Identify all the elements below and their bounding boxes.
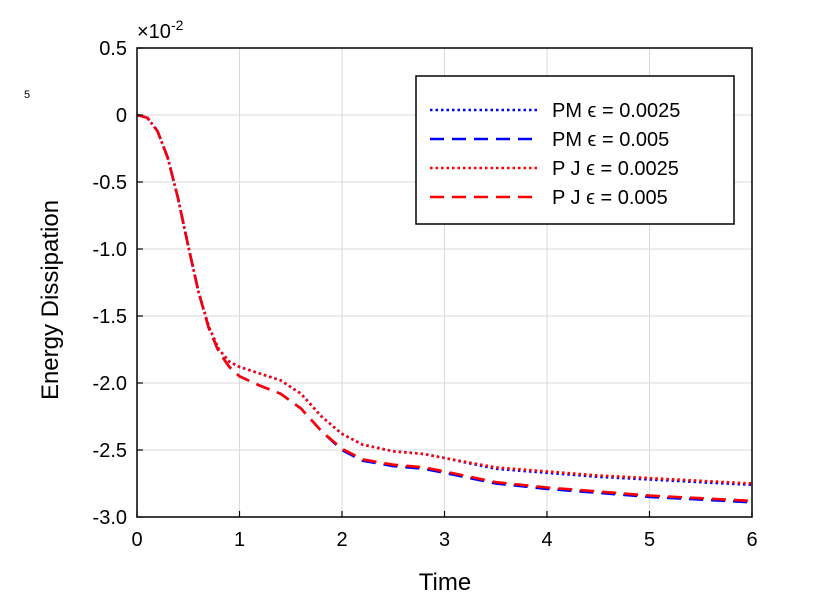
y-tick-label: 0.5 (99, 38, 127, 60)
y-tick-label: -3.0 (93, 507, 127, 529)
legend: PM ϵ = 0.0025 PM ϵ = 0.005 P J ϵ = 0.0025 P… (415, 75, 735, 225)
series-line (136, 113, 753, 503)
y-tick-label: -1.5 (93, 306, 127, 328)
y-tick-label: -1.0 (93, 239, 127, 261)
x-tick-label: 6 (746, 529, 757, 551)
legend-label: P J ϵ = 0.005 (552, 187, 668, 209)
x-tick-label: 5 (644, 529, 655, 551)
legend-label: PM ϵ = 0.005 (552, 129, 669, 151)
x-tick-label: 0 (131, 529, 142, 551)
series-line (136, 113, 753, 504)
y-tick-label: -2.5 (93, 440, 127, 462)
series-lines (136, 113, 753, 504)
y-axis-title: Energy Dissipation (37, 200, 64, 400)
x-tick-label: 3 (439, 529, 450, 551)
legend-label: P J ϵ = 0.0025 (552, 158, 679, 180)
x-tick-label: 2 (336, 529, 347, 551)
y-tick-label: -0.5 (93, 172, 127, 194)
y-tick-label: 0 (116, 105, 127, 127)
axis-ticks: 0 1 2 3 4 5 6 0.5 0 -0.5 -1.0 -1.5 -2.0 -2.5 -3.0 (93, 38, 758, 551)
y-axis-multiplier: ×10-2 (137, 17, 184, 43)
legend-box (415, 75, 735, 225)
x-tick-label: 4 (541, 529, 552, 551)
stray-label: 5 (24, 89, 30, 101)
x-tick-label: 1 (234, 529, 245, 551)
y-tick-label: -2.0 (93, 373, 127, 395)
series-line (136, 113, 753, 485)
x-axis-title: Time (419, 569, 471, 596)
legend-label: PM ϵ = 0.0025 (552, 100, 680, 122)
